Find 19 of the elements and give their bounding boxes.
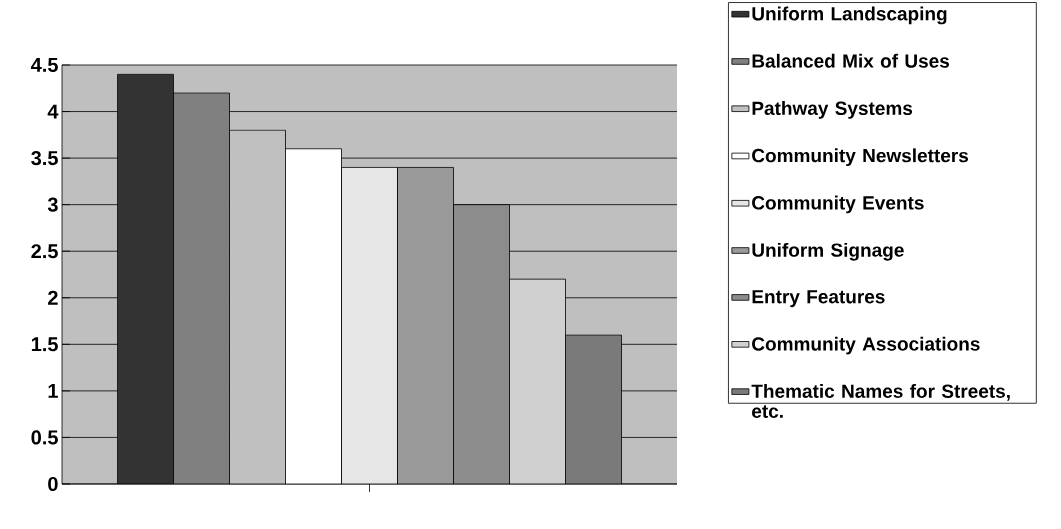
- legend-label: Pathway Systems: [752, 101, 913, 119]
- legend-label: Uniform Signage: [752, 242, 904, 261]
- legend-label: Community Events: [752, 195, 924, 214]
- legend-label: Entry Features: [752, 290, 885, 308]
- y-tick-label: 2.5: [31, 244, 58, 259]
- y-tick-label: 0: [48, 476, 58, 492]
- legend-label: Balanced Mix of Uses: [752, 53, 950, 68]
- y-tick-label: 0.5: [31, 430, 58, 445]
- y-tick-label: 3.5: [31, 151, 58, 166]
- y-tick-label: 3: [47, 197, 58, 212]
- y-tick-label: 4: [47, 104, 59, 119]
- legend-label: Thematic Names for Streets, etc.: [751, 383, 1010, 418]
- legend-label: Uniform Landscaping: [752, 6, 947, 25]
- y-tick-label: 4.5: [30, 58, 58, 72]
- y-tick-label: 2: [48, 290, 58, 305]
- legend-label: Community Newsletters: [752, 148, 969, 167]
- y-tick-label: 1.5: [31, 337, 58, 352]
- y-tick-label: 1: [48, 384, 58, 398]
- legend-label: Community Associations: [752, 336, 980, 355]
